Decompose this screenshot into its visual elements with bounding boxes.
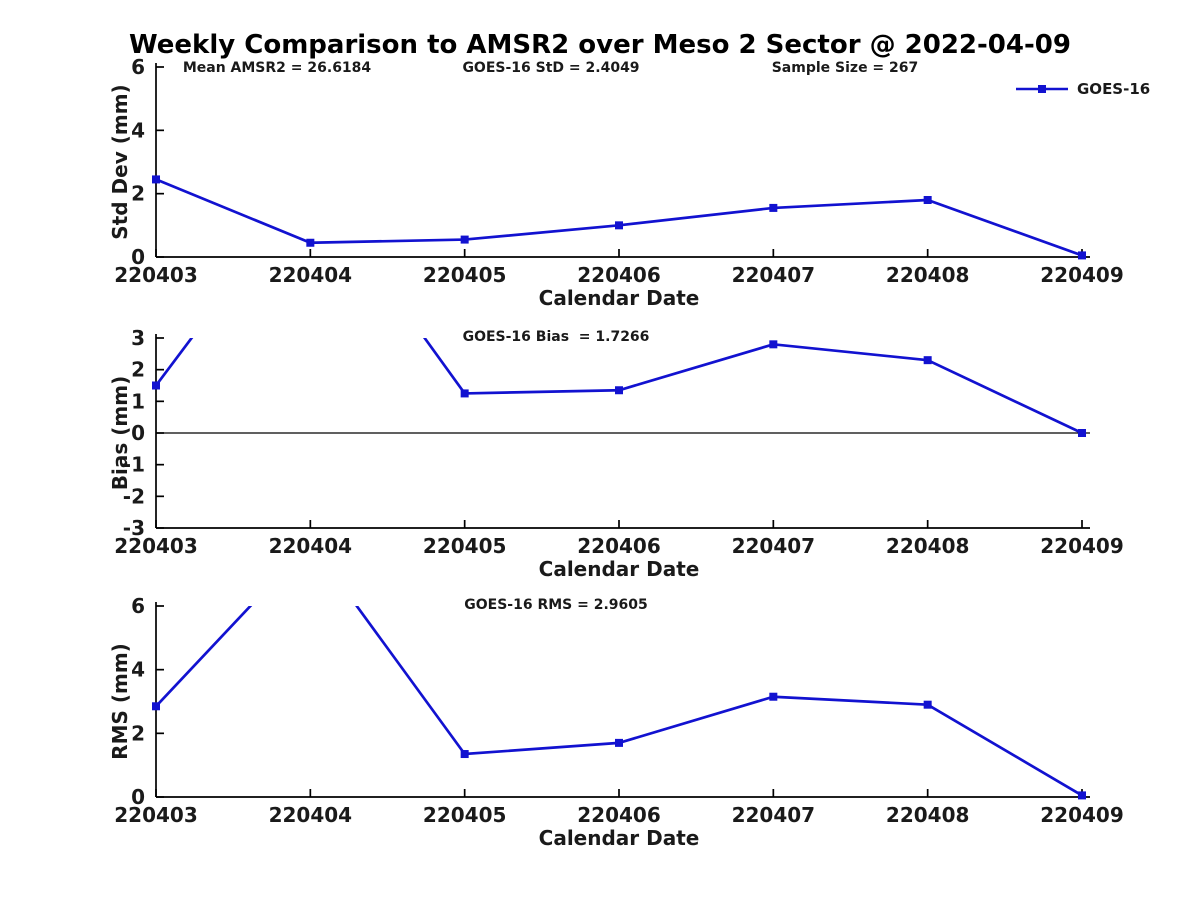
- bias-x-tick-label: 220406: [577, 534, 661, 558]
- stddev-x-tick-label: 220407: [732, 263, 816, 287]
- stddev-y-tick-label: 0: [131, 245, 145, 269]
- stddev-marker: [769, 203, 778, 212]
- bias-x-tick-label: 220404: [269, 534, 353, 558]
- bias-marker: [923, 356, 932, 365]
- rms-x-tick-label: 220407: [732, 803, 816, 827]
- stddev-marker: [306, 238, 315, 247]
- rms-ylabel: RMS (mm): [108, 643, 132, 760]
- stddev-x-tick-label: 220408: [886, 263, 970, 287]
- rms-annotation: GOES-16 RMS = 2.9605: [464, 597, 648, 613]
- rms-y-tick-label: 0: [131, 785, 145, 809]
- legend-label: GOES-16: [1077, 80, 1151, 98]
- bias-ylabel: Bias (mm): [108, 376, 132, 490]
- bias-marker: [1078, 429, 1086, 437]
- legend-line-marker-icon: [1016, 85, 1068, 93]
- bias-y-tick-label: 3: [131, 326, 145, 350]
- stddev-marker: [1078, 251, 1086, 260]
- bias-x-tick-label: 220408: [886, 534, 970, 558]
- rms-marker: [615, 738, 623, 747]
- bias-x-tick-label: 220405: [423, 534, 507, 558]
- bias-x-tick-label: 220409: [1040, 534, 1124, 558]
- stddev-marker: [460, 235, 469, 244]
- rms-x-tick-label: 220405: [423, 803, 507, 827]
- rms-y-tick-label: 6: [131, 594, 145, 618]
- bias-y-tick-label: 0: [131, 421, 145, 445]
- rms-x-tick-label: 220403: [114, 803, 198, 827]
- stddev-series-line: [155, 178, 1083, 257]
- bias-marker: [769, 340, 778, 349]
- bias-y-tick-label: -2: [123, 484, 145, 508]
- rms-marker: [152, 702, 160, 711]
- bias-y-tick-label: -3: [123, 516, 145, 540]
- rms-marker: [460, 750, 469, 759]
- rms-x-tick-label: 220408: [886, 803, 970, 827]
- stat-sample-size: Sample Size = 267: [771, 60, 919, 76]
- bias-marker: [460, 389, 469, 398]
- stat-goes16-std: GOES-16 StD = 2.4049: [462, 60, 640, 76]
- bias-y-tick-label: 2: [131, 358, 145, 382]
- stddev-x-tick-label: 220404: [269, 263, 353, 287]
- bias-marker: [152, 381, 160, 390]
- bias-x-tick-label: 220403: [114, 534, 198, 558]
- rms-y-tick-label: 2: [131, 721, 145, 745]
- bias-marker: [615, 386, 623, 395]
- stddev-y-tick-label: 6: [131, 55, 145, 79]
- stddev-x-tick-label: 220406: [577, 263, 661, 287]
- stddev-xlabel: Calendar Date: [539, 286, 700, 310]
- bias-y-tick-label: -1: [123, 453, 145, 477]
- bias-y-tick-label: 1: [131, 389, 145, 413]
- rms-xlabel: Calendar Date: [539, 826, 700, 850]
- bias-xlabel: Calendar Date: [539, 557, 700, 581]
- stat-mean-amsr2: Mean AMSR2 = 26.6184: [182, 60, 372, 76]
- stddev-x-tick-label: 220409: [1040, 263, 1124, 287]
- rms-x-tick-label: 220409: [1040, 803, 1124, 827]
- stddev-x-tick-label: 220405: [423, 263, 507, 287]
- stddev-marker: [152, 175, 160, 184]
- rms-x-tick-label: 220404: [269, 803, 353, 827]
- stddev-x-tick-label: 220403: [114, 263, 198, 287]
- chart-title: Weekly Comparison to AMSR2 over Meso 2 S…: [129, 30, 1071, 60]
- stddev-y-tick-label: 2: [131, 182, 145, 206]
- rms-marker: [769, 692, 778, 701]
- bias-annotation: GOES-16 Bias = 1.7266: [462, 329, 650, 345]
- stddev-y-tick-label: 4: [131, 118, 145, 142]
- rms-y-tick-label: 4: [131, 658, 145, 682]
- rms-x-tick-label: 220406: [577, 803, 661, 827]
- stddev-marker: [923, 196, 932, 204]
- bias-x-tick-label: 220407: [732, 534, 816, 558]
- rms-marker: [1078, 791, 1086, 800]
- stddev-marker: [615, 221, 623, 230]
- stddev-ylabel: Std Dev (mm): [108, 84, 132, 239]
- rms-marker: [923, 700, 932, 709]
- legend: GOES-16: [1016, 80, 1150, 98]
